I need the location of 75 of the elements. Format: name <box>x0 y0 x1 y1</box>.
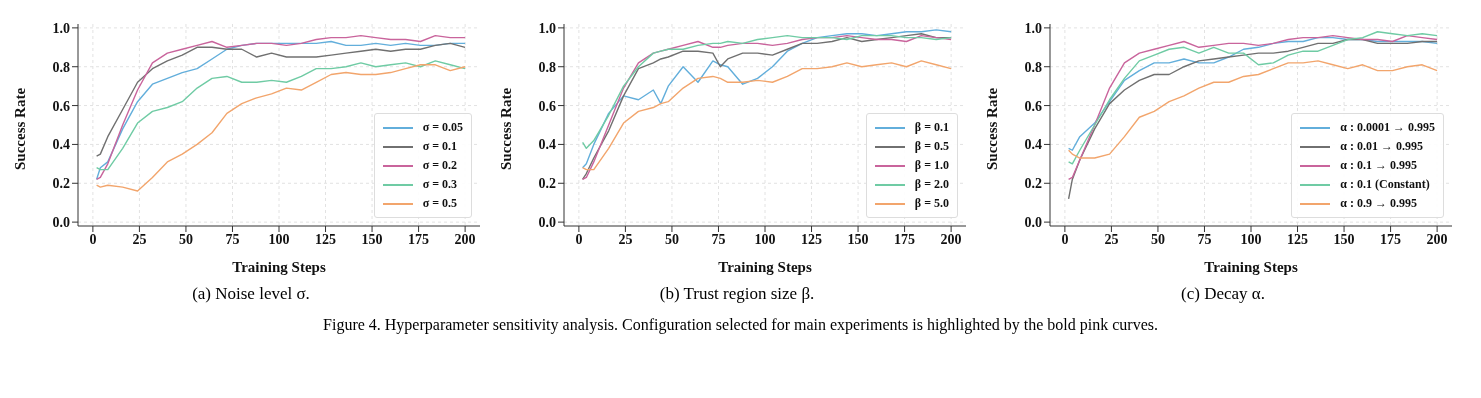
legend-label: β = 2.0 <box>914 176 949 193</box>
legend-label: σ = 0.3 <box>422 176 457 193</box>
y-axis-title: Success Rate <box>498 87 515 170</box>
y-axis-title: Success Rate <box>12 87 29 170</box>
y-tick-label: 0.8 <box>538 59 556 75</box>
x-tick-label: 150 <box>847 231 869 247</box>
legend-label: σ = 0.1 <box>422 138 457 155</box>
x-tick-label: 0 <box>1061 231 1069 247</box>
legend-label: σ = 0.2 <box>422 157 457 174</box>
y-tick-label: 0.8 <box>1024 59 1042 75</box>
y-tick-label: 0.2 <box>52 176 70 192</box>
x-tick-label: 125 <box>315 231 337 247</box>
y-tick-label: 1.0 <box>1024 20 1042 36</box>
legend-label: α : 0.1 (Constant) <box>1340 176 1430 193</box>
text: (c) Decay α. <box>1180 284 1266 304</box>
x-tick-label: 75 <box>1197 231 1212 247</box>
x-tick-label: 200 <box>940 231 962 247</box>
y-tick-label: 0.0 <box>538 215 556 231</box>
y-tick-label: 1.0 <box>52 20 70 36</box>
x-tick-label: 50 <box>178 231 193 247</box>
x-tick-label: 150 <box>361 231 383 247</box>
x-tick-label: 25 <box>618 231 633 247</box>
y-tick-label: 1.0 <box>538 20 556 36</box>
y-tick-label: 0.0 <box>52 215 70 231</box>
y-tick-label: 0.6 <box>538 98 556 114</box>
x-tick-label: 75 <box>711 231 726 247</box>
x-axis-title: Training Steps <box>1204 259 1298 275</box>
line-series <box>1067 60 1438 159</box>
y-tick-label: 0.6 <box>52 98 70 114</box>
x-tick-label: 0 <box>89 231 97 247</box>
x-tick-label: 25 <box>1104 231 1119 247</box>
legend-label: α : 0.1 → 0.995 <box>1340 157 1417 174</box>
x-tick-label: 125 <box>801 231 823 247</box>
legend-label: σ = 0.05 <box>422 119 463 136</box>
x-tick-label: 75 <box>225 231 240 247</box>
x-tick-label: 200 <box>454 231 476 247</box>
y-tick-label: 0.4 <box>52 137 70 153</box>
x-tick-label: 175 <box>894 231 916 247</box>
legend-label: α : 0.01 → 0.995 <box>1340 138 1423 155</box>
x-tick-label: 175 <box>1380 231 1402 247</box>
legend-label: σ = 0.5 <box>422 195 457 212</box>
x-tick-label: 200 <box>1426 231 1448 247</box>
x-axis-title: Training Steps <box>232 259 326 275</box>
text: (a) Noise level σ. <box>191 284 311 304</box>
x-tick-label: 50 <box>664 231 679 247</box>
x-tick-label: 100 <box>268 231 290 247</box>
x-tick-label: 125 <box>1287 231 1309 247</box>
x-tick-label: 50 <box>1150 231 1165 247</box>
y-tick-label: 0.2 <box>538 176 556 192</box>
y-tick-label: 0.6 <box>1024 98 1042 114</box>
line-series <box>95 60 466 171</box>
x-tick-label: 25 <box>132 231 147 247</box>
x-tick-label: 100 <box>754 231 776 247</box>
line-series <box>95 42 466 157</box>
y-axis-title: Success Rate <box>984 87 1001 170</box>
x-axis-title: Training Steps <box>718 259 812 275</box>
text: (b) Trust region size β. <box>658 284 816 304</box>
legend-label: β = 0.5 <box>914 138 949 155</box>
legend-label: α : 0.0001 → 0.995 <box>1340 119 1435 136</box>
y-tick-label: 0.0 <box>1024 215 1042 231</box>
line-series <box>95 64 466 192</box>
legend-label: α : 0.9 → 0.995 <box>1340 195 1417 212</box>
x-tick-label: 175 <box>408 231 430 247</box>
y-tick-label: 0.2 <box>1024 176 1042 192</box>
y-tick-label: 0.4 <box>1024 137 1042 153</box>
caption: Figure 4. Hyperparameter sensitivity analysis. Configuration selected for main experiments is highlighted by the bold pink curves. <box>322 316 1159 334</box>
y-tick-label: 0.8 <box>52 59 70 75</box>
x-tick-label: 150 <box>1333 231 1355 247</box>
line-series <box>581 60 952 171</box>
legend-label: β = 1.0 <box>914 157 949 174</box>
legend-label: β = 5.0 <box>914 195 949 212</box>
x-tick-label: 100 <box>1240 231 1262 247</box>
x-tick-label: 0 <box>575 231 583 247</box>
y-tick-label: 0.4 <box>538 137 556 153</box>
legend-label: β = 0.1 <box>914 119 949 136</box>
